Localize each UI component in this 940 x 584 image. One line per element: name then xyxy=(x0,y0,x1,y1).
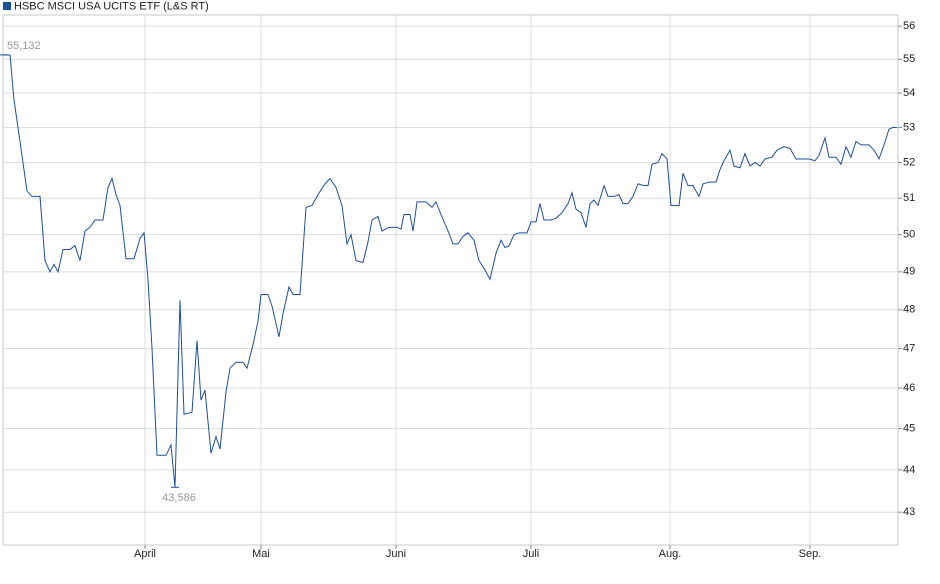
y-tick-label: 52 xyxy=(903,156,915,168)
y-tick-label: 43 xyxy=(903,506,915,518)
x-tick-label: Juli xyxy=(523,548,540,560)
x-tick-label: Sep. xyxy=(799,548,822,560)
y-tick-label: 45 xyxy=(903,422,915,434)
legend-swatch xyxy=(3,2,11,10)
y-tick-label: 51 xyxy=(903,192,915,204)
y-tick-label: 50 xyxy=(903,229,915,241)
y-tick-label: 46 xyxy=(903,382,915,394)
y-tick-label: 56 xyxy=(903,20,915,32)
x-tick-label: Mai xyxy=(252,548,270,560)
plot-frame xyxy=(2,14,899,546)
y-tick-label: 49 xyxy=(903,266,915,278)
annotation-label: 43,586 xyxy=(162,492,196,504)
y-tick-label: 54 xyxy=(903,87,915,99)
y-tick-label: 53 xyxy=(903,121,915,133)
legend-label: HSBC MSCI USA UCITS ETF (L&S RT) xyxy=(14,0,209,12)
y-tick-label: 48 xyxy=(903,304,915,316)
x-tick-label: Aug. xyxy=(659,548,682,560)
x-tick-label: Juni xyxy=(386,548,406,560)
x-tick-label: April xyxy=(134,548,156,560)
y-tick-label: 55 xyxy=(903,53,915,65)
y-tick-label: 44 xyxy=(903,464,915,476)
price-line xyxy=(3,54,897,488)
y-tick-label: 47 xyxy=(903,342,915,354)
annotation-label: 55,132 xyxy=(7,40,41,52)
